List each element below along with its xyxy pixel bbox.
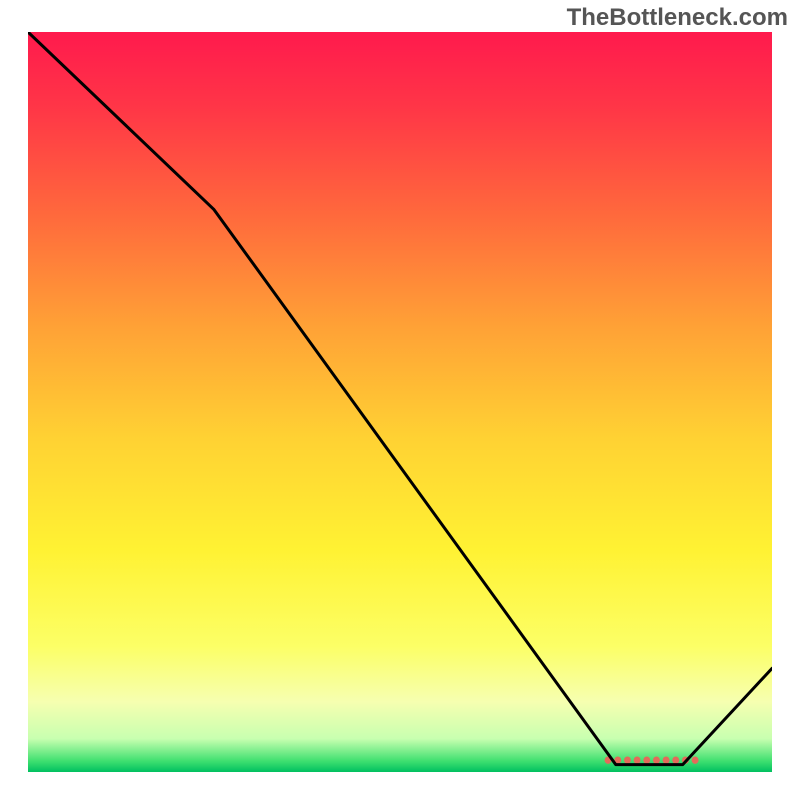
flat-minimum-marker	[28, 32, 772, 772]
watermark-text: TheBottleneck.com	[567, 4, 788, 32]
bottleneck-chart: TheBottleneck.com	[0, 0, 800, 800]
plot-area	[28, 32, 772, 772]
